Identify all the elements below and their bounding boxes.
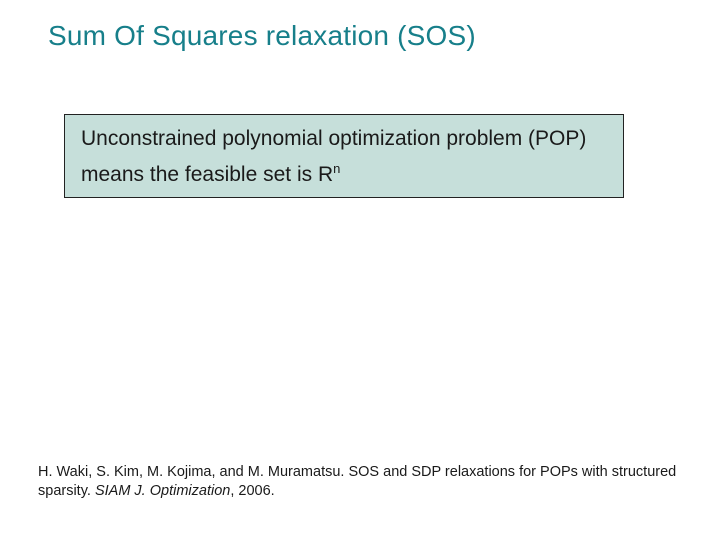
- definition-box: Unconstrained polynomial optimization pr…: [64, 114, 624, 198]
- box-line-2-prefix: means the feasible set is R: [81, 163, 333, 186]
- slide-title: Sum Of Squares relaxation (SOS): [48, 20, 476, 52]
- slide: Sum Of Squares relaxation (SOS) Unconstr…: [0, 0, 720, 540]
- box-line-2-superscript: n: [333, 161, 340, 176]
- reference-citation: H. Waki, S. Kim, M. Kojima, and M. Muram…: [38, 463, 682, 502]
- reference-journal: SIAM J. Optimization: [95, 483, 230, 499]
- reference-suffix: , 2006.: [230, 483, 274, 499]
- box-line-2: means the feasible set is Rn: [81, 163, 607, 187]
- box-line-1: Unconstrained polynomial optimization pr…: [81, 127, 607, 151]
